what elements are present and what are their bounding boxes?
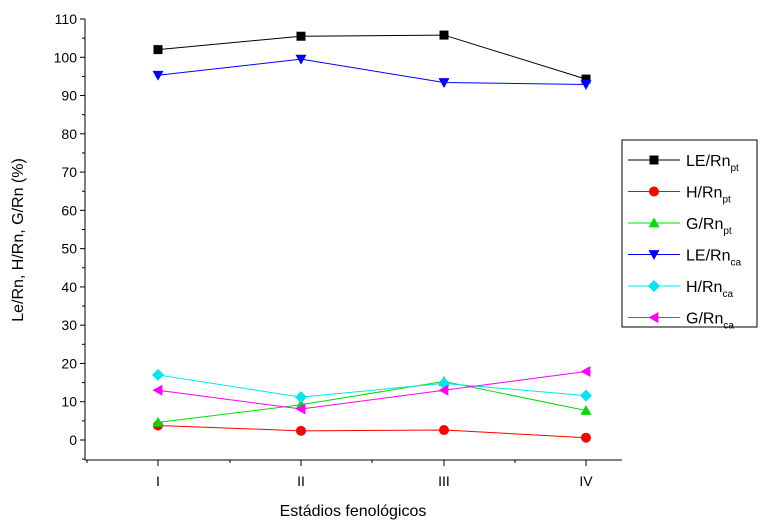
data-point [152, 70, 164, 81]
x-ticks: I II III IV [86, 460, 593, 489]
series-lern-ca [152, 54, 592, 90]
y-tick-label: 30 [61, 317, 77, 333]
legend-item: H/Rnpt [628, 185, 731, 206]
y-ticks: 0 10 20 30 40 50 60 70 80 90 100 110 [54, 11, 85, 460]
legend-label: LE/Rnca [686, 248, 741, 269]
legend-label: H/Rnpt [686, 185, 731, 206]
legend-label-subscript: pt [722, 195, 731, 206]
x-axis-title: Estádios fenológicos [280, 503, 427, 520]
data-point [296, 31, 306, 41]
y-tick-label: 100 [54, 49, 78, 65]
legend-marker [648, 250, 660, 260]
legend-label-subscript: ca [722, 289, 733, 300]
legend-label-subscript: ca [723, 321, 734, 332]
y-tick-label: 80 [61, 126, 77, 142]
series-layer [152, 30, 592, 443]
data-point [580, 365, 591, 377]
data-point [580, 80, 592, 90]
data-point [439, 30, 449, 40]
legend-box [621, 139, 758, 328]
series-line [157, 380, 587, 423]
legend-label-main: LE/Rn [686, 153, 730, 170]
data-point [580, 405, 592, 415]
series-hrn-ca [152, 368, 592, 404]
data-point [296, 425, 306, 436]
legend-item: LE/Rnpt [628, 153, 739, 174]
legend-label: H/Rnca [686, 279, 733, 300]
legend-marker [648, 312, 659, 323]
series-grn-pt [152, 375, 592, 427]
series-hrn-pt [153, 420, 591, 443]
y-axis-title: Le/Rn, H/Rn, G/Rn (%) [10, 158, 27, 322]
x-tick-label: II [297, 473, 305, 489]
data-point [581, 74, 591, 84]
legend-marker [649, 155, 659, 165]
y-tick-label: 40 [61, 279, 77, 295]
y-tick-label: 70 [61, 164, 77, 180]
legend-marker [648, 217, 660, 228]
y-tick-label: 0 [69, 432, 77, 448]
y-tick-label: 60 [61, 202, 77, 218]
y-tick-label: 50 [61, 241, 77, 257]
y-tick-label: 110 [55, 11, 78, 27]
series-line [157, 34, 587, 80]
legend-item: G/Rnca [628, 311, 734, 332]
legend-label: G/Rnpt [686, 216, 732, 237]
x-tick-label: IV [579, 473, 593, 489]
series-line [157, 58, 587, 85]
legend-label: LE/Rnpt [686, 153, 739, 174]
data-point [295, 403, 306, 415]
data-point [153, 45, 163, 55]
legend-label-main: G/Rn [686, 216, 723, 233]
legend-label-main: G/Rn [686, 311, 723, 328]
legend-item: H/Rnca [628, 279, 733, 300]
legend-label-main: H/Rn [686, 185, 722, 202]
data-point [581, 432, 591, 443]
series-line [157, 370, 587, 410]
legend-label-subscript: pt [723, 226, 732, 237]
x-tick-label: I [156, 473, 160, 489]
series-line [157, 374, 587, 398]
y-tick-label: 90 [61, 88, 77, 104]
data-point [152, 368, 164, 381]
legend-marker [649, 186, 659, 197]
data-point [295, 391, 307, 404]
legend-label-subscript: pt [730, 163, 739, 174]
y-tick-label: 20 [61, 355, 77, 371]
series-grn-ca [152, 365, 591, 415]
legend-item: LE/Rnca [628, 248, 741, 269]
data-point [438, 384, 449, 396]
series-line [157, 424, 587, 439]
legend-marker [648, 280, 660, 292]
legend-label-main: LE/Rn [686, 248, 730, 265]
legend-label: G/Rnca [686, 311, 734, 332]
series-lern-pt [153, 30, 591, 84]
x-tick-label: III [438, 473, 450, 489]
data-point [152, 416, 164, 427]
data-point [439, 425, 449, 436]
data-point [295, 54, 307, 65]
data-point [438, 78, 450, 89]
data-point [580, 389, 592, 402]
legend-label-main: H/Rn [686, 279, 722, 296]
y-tick-label: 10 [61, 394, 77, 410]
legend-item: G/Rnpt [628, 216, 732, 237]
legend-label-subscript: ca [730, 258, 741, 269]
data-point [152, 384, 163, 396]
